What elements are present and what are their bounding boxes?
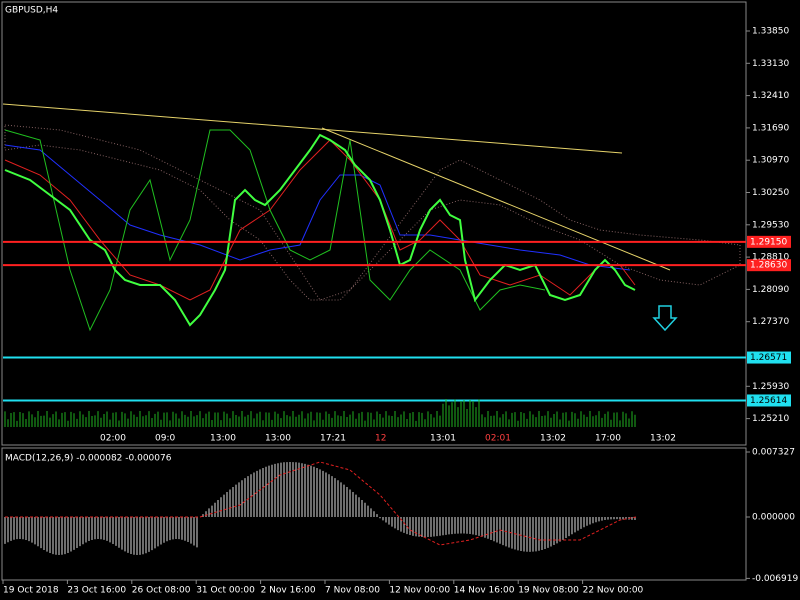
event-label: 17:21 (320, 434, 346, 444)
macd-signal (5, 461, 637, 546)
macd-frame (1, 447, 747, 581)
price-tick-label: 1.30970 (752, 156, 789, 166)
event-label: 13:02 (650, 434, 676, 444)
level-tag (747, 394, 791, 407)
event-label: 13:00 (210, 434, 236, 444)
main-frame (1, 1, 747, 446)
price-tick-label: 1.33850 (752, 27, 789, 37)
price-tick-label: 1.28090 (752, 285, 789, 295)
volumes (4, 399, 636, 427)
symbol-label: GBPUSD,H4 (5, 6, 58, 16)
event-label: 12 (375, 434, 386, 444)
level-label: 1.29150 (750, 237, 787, 247)
price-tick-label: 1.32410 (752, 91, 789, 101)
level-tag (747, 235, 791, 248)
time-label: 31 Oct 00:00 (196, 586, 255, 596)
macd-label: MACD(12,26,9) -0.000082 -0.000076 (5, 454, 172, 464)
time-label: 19 Nov 08:00 (518, 586, 579, 596)
grid (746, 30, 750, 579)
level-label: 1.25614 (750, 396, 787, 406)
price-tick-label: 1.28810 (752, 253, 789, 263)
time-label: 14 Nov 16:00 (454, 586, 515, 596)
price-tick-label: 1.30250 (752, 188, 789, 198)
event-label: 13:00 (265, 434, 291, 444)
time-label: 19 Oct 2018 (3, 586, 59, 596)
time-label: 7 Nov 08:00 (325, 586, 380, 596)
levels: 1.29150 1.28630 1.26571 1.25614 (3, 235, 791, 407)
price-tick-label: 1.29530 (752, 220, 789, 230)
level-tag (747, 351, 791, 364)
time-label: 26 Oct 08:00 (132, 586, 191, 596)
price-tick-label: 1.25210 (752, 414, 789, 424)
macd-tick-label: 0.000000 (752, 513, 795, 523)
event-label: 13:01 (430, 434, 456, 444)
event-label: 13:02 (540, 434, 566, 444)
price-tick-label: 1.31690 (752, 123, 789, 133)
kijun-line (4, 144, 631, 271)
price-tick-label: 1.25930 (752, 382, 789, 392)
level-label: 1.26571 (750, 353, 787, 363)
event-label: 09:0 (155, 434, 175, 444)
macd-histogram (4, 462, 636, 555)
level-label: 1.28630 (750, 261, 787, 271)
trend-line (321, 127, 671, 271)
time-label: 2 Nov 16:00 (261, 586, 316, 596)
macd-tick-label: -0.006919 (752, 574, 798, 584)
chikou-line (4, 129, 546, 332)
event-label: 02:01 (485, 434, 511, 444)
sell-arrow (652, 305, 678, 332)
trend-line (2, 103, 623, 154)
time-label: 12 Nov 00:00 (389, 586, 450, 596)
macd-tick-label: 0.007327 (752, 448, 795, 458)
price-tick-label: 1.33130 (752, 59, 789, 69)
time-label: 23 Oct 16:00 (67, 586, 126, 596)
time-label: 22 Nov 00:00 (583, 586, 644, 596)
event-label: 02:00 (100, 434, 126, 444)
level-tag (747, 259, 791, 272)
price-tick-label: 1.27370 (752, 317, 789, 327)
event-label: 17:00 (595, 434, 621, 444)
